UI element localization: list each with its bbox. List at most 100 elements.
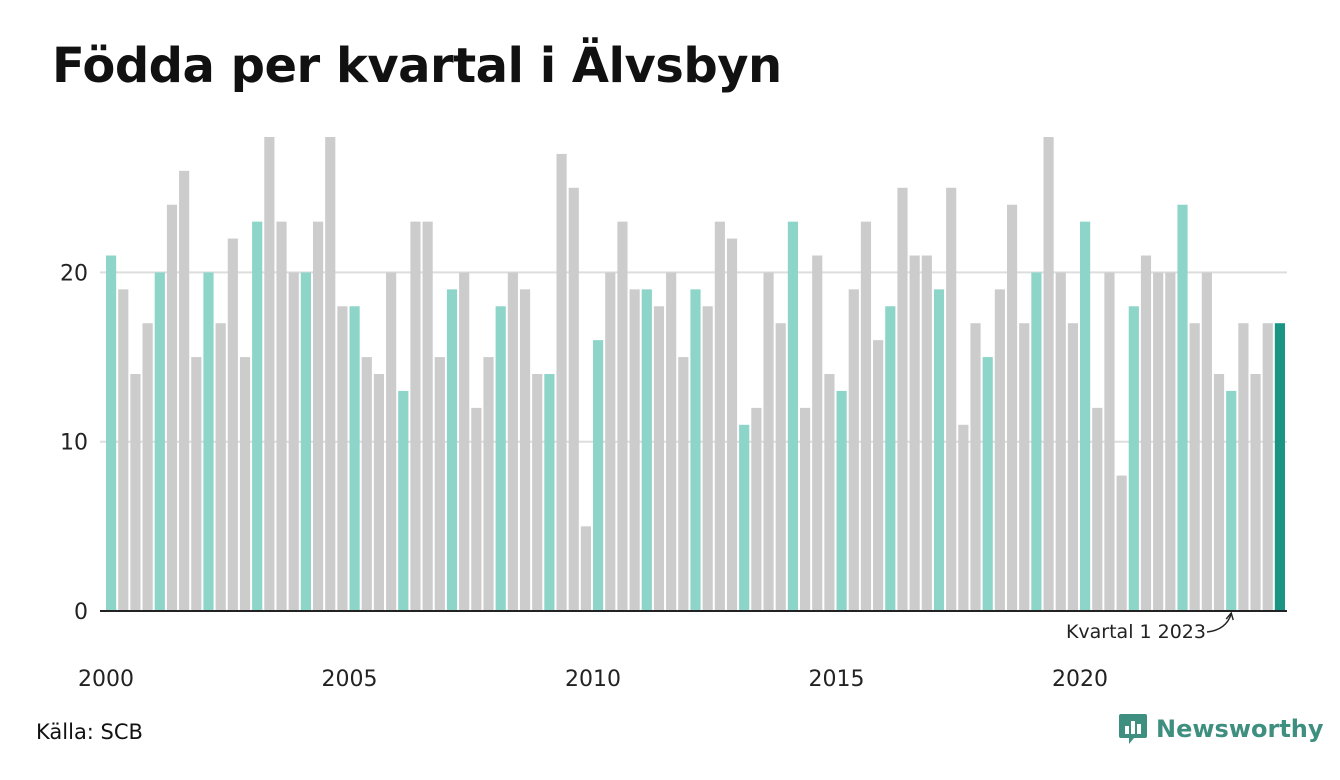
- bar: [337, 306, 348, 611]
- bar: [361, 357, 372, 611]
- bar: [1006, 204, 1018, 611]
- bar: [1153, 272, 1164, 611]
- bar: [775, 323, 786, 611]
- newsworthy-logo-icon: [1119, 714, 1147, 744]
- bar: [142, 323, 153, 611]
- bar: [1092, 407, 1103, 611]
- bar: [1201, 272, 1212, 611]
- x-tick-label: 2015: [809, 667, 865, 692]
- bar: [763, 272, 774, 611]
- bar: [1274, 323, 1285, 611]
- bar: [958, 424, 969, 611]
- bar: [617, 221, 628, 611]
- bar: [1226, 390, 1237, 611]
- bar: [300, 272, 311, 611]
- bar: [373, 374, 385, 611]
- bar: [191, 357, 202, 611]
- bar: [349, 306, 360, 611]
- source-note: Källa: SCB: [36, 720, 143, 744]
- bar: [1128, 306, 1139, 611]
- axes: 0 10 20 2000 2005 2010 2015 2020: [60, 261, 1287, 692]
- bar: [848, 289, 859, 611]
- bar: [1189, 323, 1200, 611]
- x-tick-label: 2000: [78, 667, 134, 692]
- bar: [239, 357, 251, 611]
- bar: [312, 221, 324, 611]
- bar: [1262, 323, 1273, 611]
- bar: [994, 289, 1005, 611]
- bar: [532, 374, 543, 611]
- chart-title: Födda per kvartal i Älvsbyn: [52, 38, 782, 94]
- bar: [836, 390, 847, 611]
- bar: [885, 306, 896, 611]
- bar: [556, 153, 567, 611]
- bar: [739, 424, 750, 611]
- bar: [1019, 323, 1030, 611]
- y-tick-label: 10: [60, 431, 88, 456]
- bar: [434, 357, 445, 611]
- bar: [154, 272, 165, 611]
- bar: [325, 137, 336, 611]
- bar: [1116, 475, 1127, 611]
- bar: [179, 170, 190, 611]
- bar: [1031, 272, 1042, 611]
- bar: [653, 306, 665, 611]
- bar: [666, 272, 677, 611]
- annotation-label: Kvartal 1 2023: [1066, 621, 1206, 643]
- bar: [483, 357, 494, 611]
- bar: [1213, 374, 1225, 611]
- bar: [544, 374, 555, 611]
- bar: [1067, 323, 1079, 611]
- bar: [1043, 137, 1054, 611]
- bar: [787, 221, 798, 611]
- x-tick-label: 2010: [565, 667, 621, 692]
- bar: [678, 357, 689, 611]
- bar: [970, 323, 981, 611]
- bar: [386, 272, 397, 611]
- bar: [1080, 221, 1091, 611]
- bar: [982, 357, 993, 611]
- y-tick-label: 0: [74, 600, 88, 625]
- bar: [495, 306, 506, 611]
- bar: [933, 289, 945, 611]
- bar: [252, 221, 263, 611]
- bar: [1177, 204, 1188, 611]
- bar: [714, 221, 725, 611]
- brand-logo[interactable]: Newsworthy: [1118, 712, 1324, 746]
- bar: [629, 289, 640, 611]
- bar: [507, 272, 518, 611]
- bar: [215, 323, 226, 611]
- x-tick-label: 2005: [322, 667, 378, 692]
- bar: [751, 407, 762, 611]
- brand-name: Newsworthy: [1156, 715, 1324, 743]
- bar: [897, 187, 908, 612]
- bar: [471, 407, 482, 611]
- bar: [580, 526, 592, 611]
- bar: [227, 238, 238, 612]
- bar: [288, 272, 299, 611]
- bar: [459, 272, 470, 611]
- bar: [422, 221, 433, 611]
- bar: [1238, 323, 1249, 611]
- bar: [130, 374, 141, 611]
- bar: [605, 272, 616, 611]
- annotation-arrow: [1206, 613, 1232, 633]
- bar-chart: 0 10 20 2000 2005 2010 2015 2020 Kvartal 1 2023: [60, 137, 1287, 692]
- bar: [1055, 272, 1066, 611]
- bar: [166, 204, 178, 611]
- bar: [276, 221, 287, 611]
- bar: [946, 187, 957, 612]
- bar: [799, 407, 811, 611]
- bar: [1250, 374, 1261, 611]
- bar: [1140, 255, 1152, 611]
- bar: [398, 390, 409, 611]
- x-tick-label: 2020: [1052, 667, 1108, 692]
- bar: [726, 238, 738, 612]
- bar: [203, 272, 214, 611]
- bar: [568, 187, 579, 612]
- bar: [446, 289, 458, 611]
- bar: [118, 289, 129, 611]
- annotation: Kvartal 1 2023: [1066, 611, 1234, 643]
- bar: [1104, 272, 1115, 611]
- bar: [909, 255, 920, 611]
